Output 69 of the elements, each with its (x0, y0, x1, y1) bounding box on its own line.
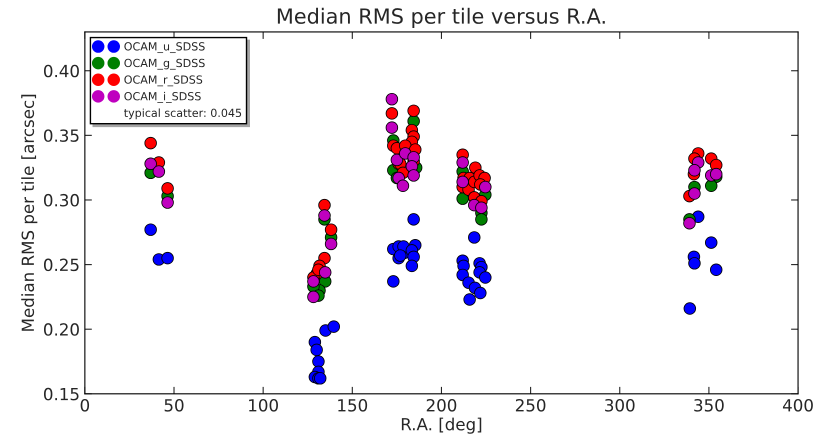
point (144, 223, 157, 236)
x-tick-label: 100 (249, 398, 278, 412)
annotation: typical scatter: 0.045 (124, 108, 242, 120)
legend-label: OCAM_r_SDSS (124, 75, 202, 86)
point (475, 202, 488, 214)
point (328, 320, 340, 333)
point (161, 252, 174, 264)
point (324, 223, 338, 236)
chart-title: Median RMS per tile versus R.A. (278, 8, 605, 28)
point (152, 165, 166, 178)
x-axis-title: R.A. [deg] (402, 418, 482, 434)
point (479, 271, 492, 284)
y-tick-label: 0.15 (44, 388, 79, 400)
point (468, 231, 480, 244)
point (394, 249, 406, 262)
point (684, 302, 696, 315)
point (710, 264, 722, 276)
point (683, 217, 696, 230)
point (479, 180, 492, 194)
point (310, 344, 323, 356)
point (144, 158, 157, 170)
point (386, 92, 398, 106)
y-tick-label: 0.20 (44, 323, 79, 336)
point (704, 236, 718, 249)
point (390, 154, 404, 166)
point (318, 198, 331, 212)
legend-label: OCAM_i_SDSS (124, 92, 201, 103)
y-tick-label: 0.35 (44, 129, 79, 142)
y-tick-label: 0.40 (44, 64, 79, 78)
legend-label: OCAM_g_SDSS (124, 58, 205, 70)
y-tick-label: 0.30 (44, 194, 79, 207)
point (386, 121, 398, 134)
point (456, 156, 469, 169)
point (407, 213, 420, 226)
point (386, 107, 398, 120)
point (387, 275, 400, 288)
point (406, 260, 418, 272)
y-axis-title: Median RMS per tile [arcsec] (21, 94, 38, 331)
point (318, 209, 331, 222)
x-tick-label: 150 (338, 398, 368, 412)
point (407, 104, 420, 118)
point (704, 180, 718, 192)
point (688, 257, 701, 270)
point (474, 286, 487, 300)
x-tick-label: 300 (605, 398, 635, 412)
point (144, 136, 157, 150)
point (475, 213, 488, 226)
point (312, 355, 325, 368)
point (307, 275, 320, 288)
legend-label: OCAM_u_SDSS (124, 42, 205, 54)
x-tick-label: 200 (426, 398, 456, 412)
x-tick-label: 350 (694, 398, 724, 412)
point (456, 192, 469, 205)
point (688, 164, 701, 176)
x-tick-label: 250 (516, 398, 546, 412)
point (161, 182, 174, 195)
x-tick-label: 400 (782, 398, 813, 412)
point (456, 176, 469, 188)
x-tick-label: 50 (164, 398, 184, 412)
point (307, 290, 320, 304)
point (396, 180, 410, 192)
point (318, 266, 332, 279)
point (463, 293, 476, 306)
x-tick-label: 0 (80, 398, 90, 412)
point (407, 169, 420, 182)
point (688, 187, 701, 200)
y-tick-label: 0.25 (44, 258, 79, 272)
point (161, 196, 174, 209)
point (324, 238, 338, 250)
